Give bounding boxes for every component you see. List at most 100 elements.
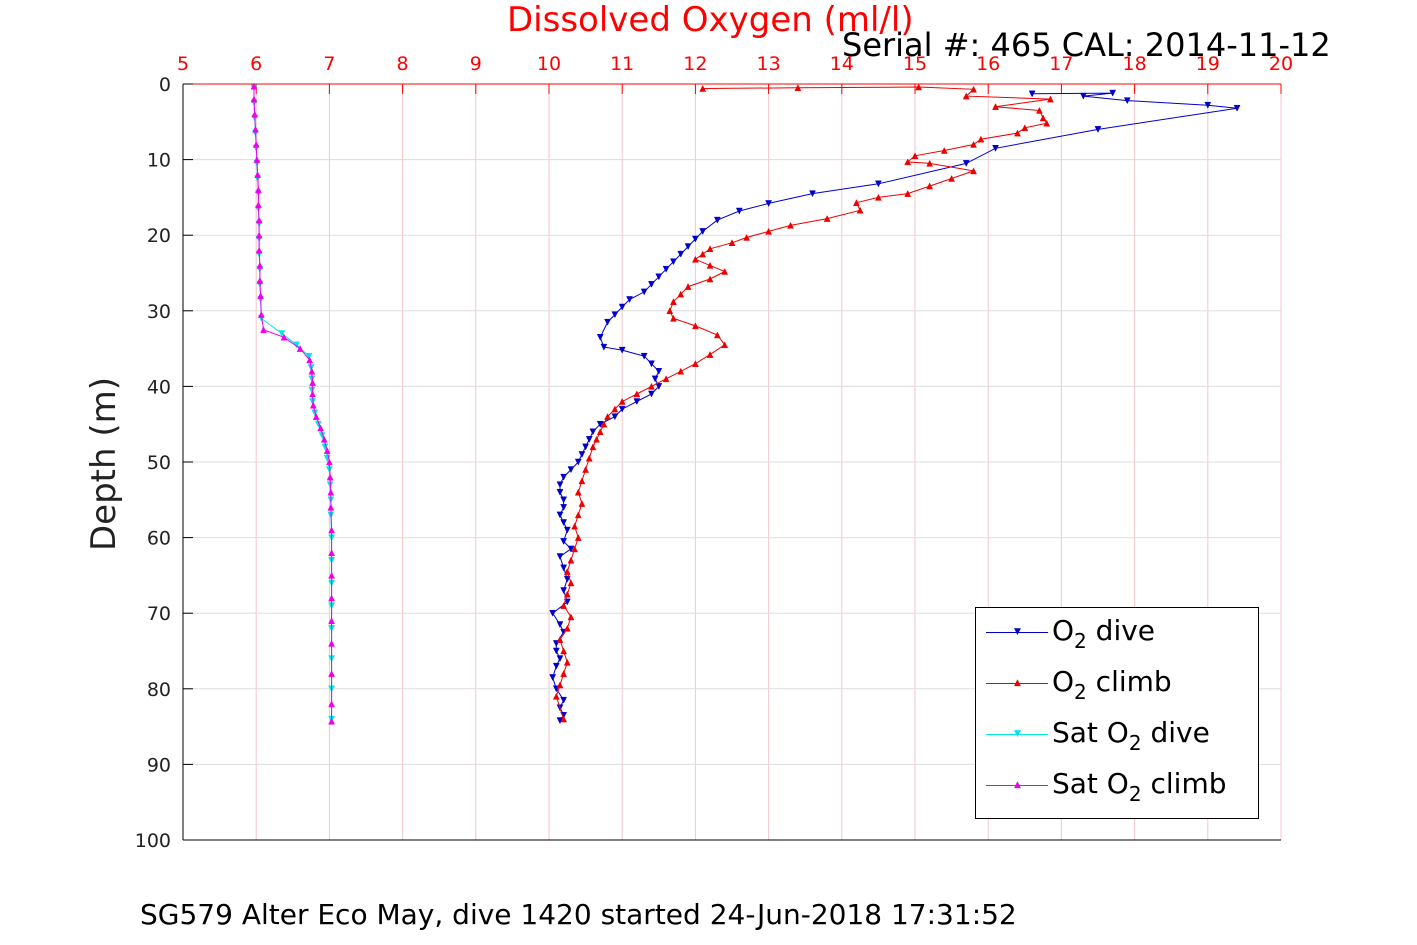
series [250,82,1241,725]
x-tick-label: 16 [976,53,1000,75]
data-point [915,83,923,91]
data-point [809,190,816,198]
legend-item-o2-climb: ▲ O2 climb [984,659,1254,709]
data-point [589,443,597,451]
data-point [560,519,568,527]
data-point [593,435,600,443]
data-point [328,670,336,677]
series-line-sat-o2-dive [253,87,333,719]
data-point [926,182,934,190]
data-point [308,367,316,375]
data-point [325,458,333,466]
data-point [556,655,564,663]
data-point [296,345,304,352]
data-point [256,277,264,284]
data-point [706,275,714,283]
y-tick-label: 100 [135,830,171,852]
data-point [633,398,641,406]
data-point [992,145,999,152]
legend-label: Sat O2 climb [1052,767,1227,806]
x-tick-label: 18 [1123,53,1147,75]
series-o2-climb [552,83,1054,723]
x-tick-label: 17 [1049,53,1073,75]
data-point [252,140,260,148]
data-point [904,158,912,166]
data-point [1094,126,1102,133]
data-point [648,390,655,398]
data-point [611,413,619,421]
data-point [254,201,262,209]
data-point [611,405,619,413]
data-point [582,466,590,473]
data-point [560,504,568,511]
data-point [1039,114,1047,122]
data-point [556,621,564,629]
legend-line-sat-o2-climb [986,785,1048,786]
data-point [252,125,259,133]
legend-label: O2 dive [1052,614,1156,653]
data-point [596,428,604,436]
x-tick-label: 10 [537,53,561,75]
data-point [618,346,626,354]
data-point [706,351,714,358]
data-point [328,594,336,602]
data-point [257,292,264,299]
x-tick-label: 15 [903,53,927,75]
data-point [640,352,648,360]
y-tick-label: 60 [147,528,171,550]
data-point [560,602,568,609]
data-point [257,311,265,318]
data-point [250,82,258,90]
data-point [556,636,564,643]
data-point [560,715,568,723]
legend-line-o2-dive [986,632,1048,633]
data-point [571,522,579,530]
data-point [970,167,977,175]
data-point [728,239,736,247]
data-point [765,200,773,208]
data-point [1021,124,1029,132]
data-point [618,397,626,405]
y-tick-label: 10 [147,150,171,172]
data-point [604,413,611,420]
chart-title: Dissolved Oxygen (ml/l) [507,0,914,40]
series-line-sat-o2-climb [253,86,333,722]
data-point [691,235,699,243]
data-point [278,330,286,338]
data-point [677,250,685,258]
data-point [713,331,721,339]
data-point [563,568,571,575]
data-point [552,662,560,670]
data-point [309,379,316,386]
data-point [1079,92,1087,100]
data-point [1043,119,1051,127]
y-tick-label: 20 [147,225,171,247]
data-point [556,481,564,489]
data-point [563,624,571,632]
data-point [327,503,335,511]
data-point [1123,97,1131,105]
data-point [578,477,586,485]
data-point [305,352,313,360]
data-point [691,255,699,263]
data-point [556,681,564,689]
data-point [560,670,568,677]
data-point [556,553,564,561]
x-tick-label: 20 [1269,53,1293,75]
data-point [560,587,568,595]
data-point [254,186,262,194]
data-point [691,322,699,330]
data-point [677,367,685,375]
data-point [251,110,259,118]
data-point [1109,89,1117,97]
legend-label: O2 climb [1052,665,1172,704]
data-point [600,420,608,428]
data-point [549,609,557,617]
data-point [1204,101,1212,109]
legend-item-sat-o2-dive: ▼ Sat O2 dive [984,710,1254,760]
data-point [1047,95,1054,103]
data-point [253,156,261,163]
data-point [328,549,336,556]
data-point [571,545,579,553]
data-point [280,333,288,341]
